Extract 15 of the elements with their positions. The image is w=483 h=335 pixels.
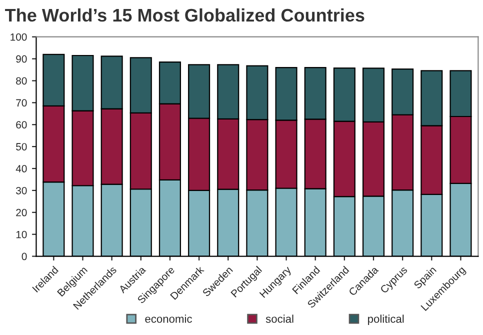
y-tick-label: 80 xyxy=(16,77,27,85)
legend-label: economic xyxy=(145,314,192,323)
y-tick-label: 90 xyxy=(16,55,27,63)
y-tick-label: 50 xyxy=(16,143,27,150)
y-tick-label: 40 xyxy=(16,165,27,172)
y-tick-label: 100 xyxy=(10,33,27,41)
y-tick-label: 20 xyxy=(16,208,27,216)
y-tick-label: 10 xyxy=(16,230,27,238)
y-tick-label: 70 xyxy=(16,99,27,107)
y-tick-label: 0 xyxy=(22,252,27,260)
legend-label: political xyxy=(368,314,404,325)
chart-title: The World’s 15 Most Globalized Countries xyxy=(5,8,364,22)
y-tick-label: 60 xyxy=(16,121,27,128)
legend-label: social xyxy=(266,314,294,323)
y-tick-label: 30 xyxy=(16,186,27,194)
